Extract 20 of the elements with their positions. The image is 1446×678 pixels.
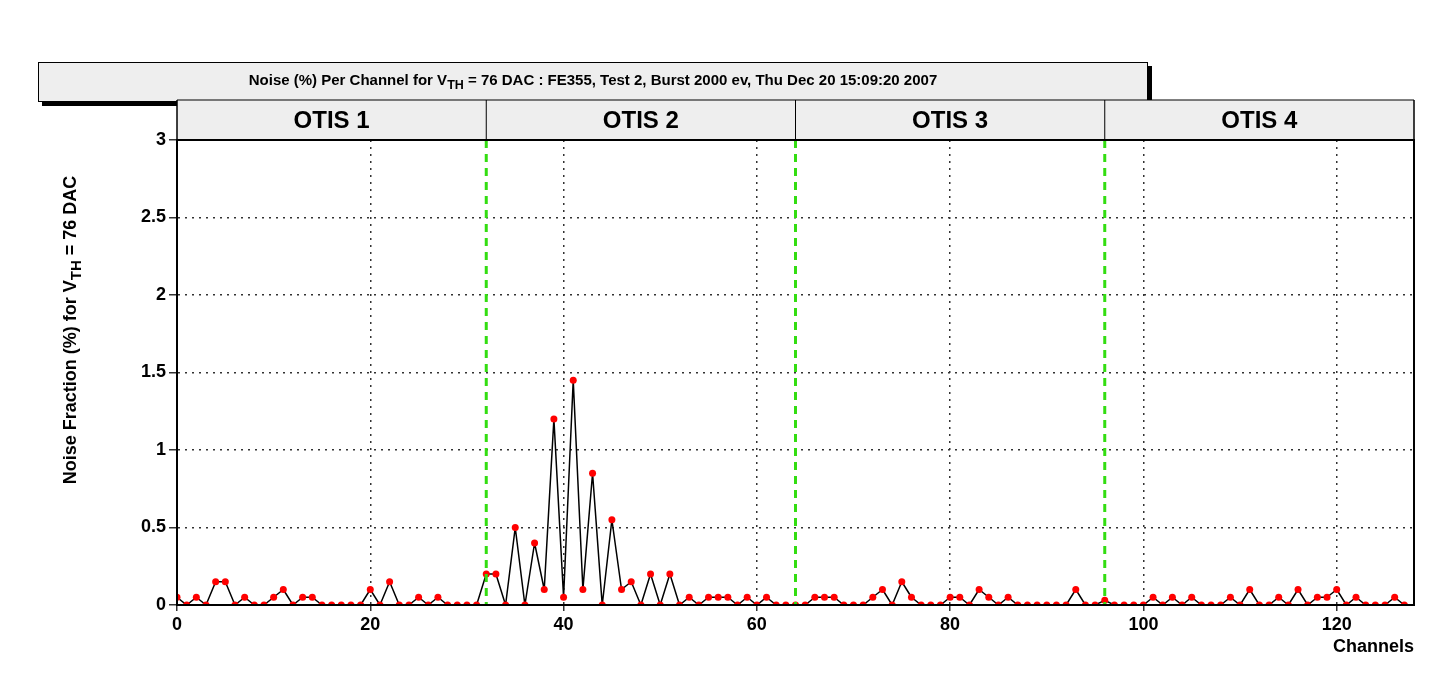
chart-title: Noise (%) Per Channel for V$_{TH}$ = 76 DAC : FE355, Test 2, Burst 2000 ev, Thu Dec 20 15:09:20 2007 (38, 62, 1148, 102)
y-tick-label: 1 (155, 438, 166, 459)
y-tick-label: 1.5 (140, 361, 166, 382)
x-tick-label: 40 (553, 613, 574, 634)
text: OTIS 1 (293, 105, 370, 133)
text: OTIS 2 (602, 105, 679, 133)
y-tick-label: 2.5 (140, 206, 166, 227)
y-tick-label: 3 (155, 128, 166, 149)
text: OTIS 3 (912, 105, 989, 133)
y-tick-label: 0.5 (140, 516, 166, 537)
text: OTIS 4 (1221, 105, 1299, 133)
y-tick-label: 2 (155, 283, 166, 304)
x-tick-label: 80 (940, 613, 961, 634)
x-axis-title: Channels (1332, 636, 1414, 657)
y-tick-label: 0 (155, 593, 166, 614)
x-tick-label: 100 (1128, 613, 1159, 634)
x-tick-label: 120 (1321, 613, 1352, 634)
x-tick-label: 20 (360, 613, 381, 634)
x-tick-label: 60 (746, 613, 767, 634)
x-tick-label: 0 (171, 613, 183, 634)
